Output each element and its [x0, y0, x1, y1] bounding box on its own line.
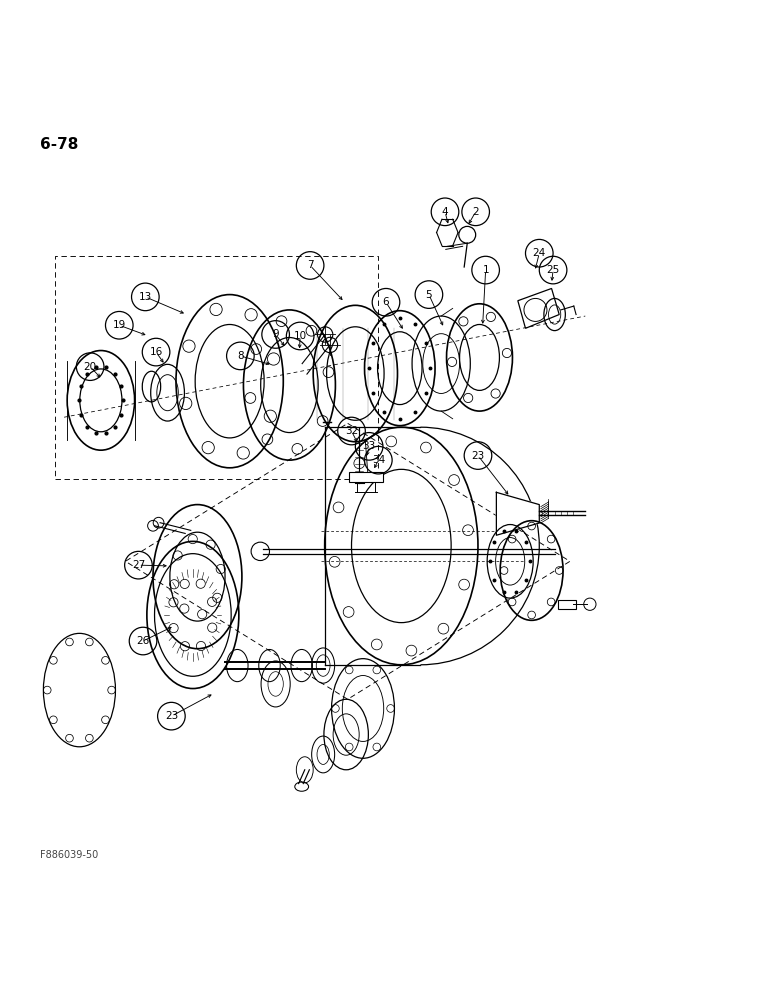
Polygon shape — [349, 472, 383, 482]
Text: 32: 32 — [345, 426, 358, 436]
Text: 19: 19 — [113, 320, 126, 330]
Text: 34: 34 — [371, 455, 385, 465]
Text: 2: 2 — [472, 207, 479, 217]
Text: 23: 23 — [164, 711, 178, 721]
Text: F886039-50: F886039-50 — [39, 850, 98, 860]
Text: 26: 26 — [137, 636, 150, 646]
Text: 9: 9 — [273, 329, 279, 339]
Text: 13: 13 — [139, 292, 152, 302]
Text: 24: 24 — [533, 248, 546, 258]
Text: 6: 6 — [383, 297, 389, 307]
Text: 6-78: 6-78 — [39, 137, 78, 152]
Text: 25: 25 — [547, 265, 560, 275]
Text: 1: 1 — [482, 265, 489, 275]
Text: 4: 4 — [442, 207, 449, 217]
Text: 10: 10 — [293, 331, 306, 341]
Text: 33: 33 — [363, 441, 376, 451]
Text: 20: 20 — [83, 362, 96, 372]
Text: 5: 5 — [425, 290, 432, 300]
Text: 7: 7 — [306, 260, 313, 270]
Text: 16: 16 — [150, 347, 163, 357]
Text: 23: 23 — [472, 451, 485, 461]
Text: 27: 27 — [132, 560, 145, 570]
Text: 8: 8 — [237, 351, 244, 361]
Polygon shape — [496, 492, 540, 535]
